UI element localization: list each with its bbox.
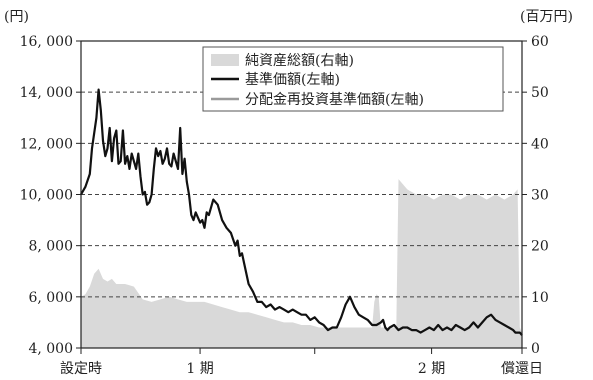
left-tick-label: 16, 000 <box>20 34 73 50</box>
left-tick-label: 6, 000 <box>28 290 73 306</box>
right-axis-ticks: 0 10 20 30 40 50 60 <box>522 34 549 357</box>
left-tick-label: 4, 000 <box>28 341 73 357</box>
nav-line-layer <box>80 88 523 336</box>
left-tick-label: 14, 000 <box>20 85 73 101</box>
net-assets-area <box>81 179 522 348</box>
legend-label-reinvested-nav: 分配金再投資基準価額(左軸) <box>245 91 424 108</box>
x-category-label: 設定時 <box>60 361 102 377</box>
x-category-label: 1 期 <box>186 361 213 377</box>
x-axis-ticks: 設定時 1 期 2 期 償還日 <box>60 348 543 377</box>
left-axis-ticks: 4, 000 6, 000 8, 000 10, 000 12, 000 14, 000 1… <box>20 34 81 357</box>
left-tick-label: 10, 000 <box>20 188 73 204</box>
net-assets-area-layer <box>81 179 522 348</box>
legend: 純資産総額(右軸) 基準価額(左軸) 分配金再投資基準価額(左軸) <box>202 46 504 112</box>
x-category-label: 償還日 <box>501 361 543 377</box>
right-tick-label: 40 <box>531 136 549 152</box>
right-tick-label: 0 <box>531 341 540 357</box>
legend-swatch-net-assets <box>211 54 239 66</box>
right-tick-label: 10 <box>531 290 549 306</box>
right-tick-label: 20 <box>531 239 549 255</box>
right-tick-label: 60 <box>531 34 549 50</box>
left-tick-label: 12, 000 <box>20 136 73 152</box>
left-tick-label: 8, 000 <box>28 239 73 255</box>
legend-box <box>202 46 504 112</box>
left-axis-unit: (円) <box>4 9 29 25</box>
right-axis-unit: (百万円) <box>520 9 573 25</box>
right-tick-label: 50 <box>531 85 549 101</box>
legend-label-nav: 基準価額(左軸) <box>245 71 340 88</box>
legend-label-net-assets: 純資産総額(右軸) <box>245 53 354 69</box>
nav-line <box>80 88 523 336</box>
right-tick-label: 30 <box>531 188 549 204</box>
x-category-label: 2 期 <box>418 361 445 377</box>
